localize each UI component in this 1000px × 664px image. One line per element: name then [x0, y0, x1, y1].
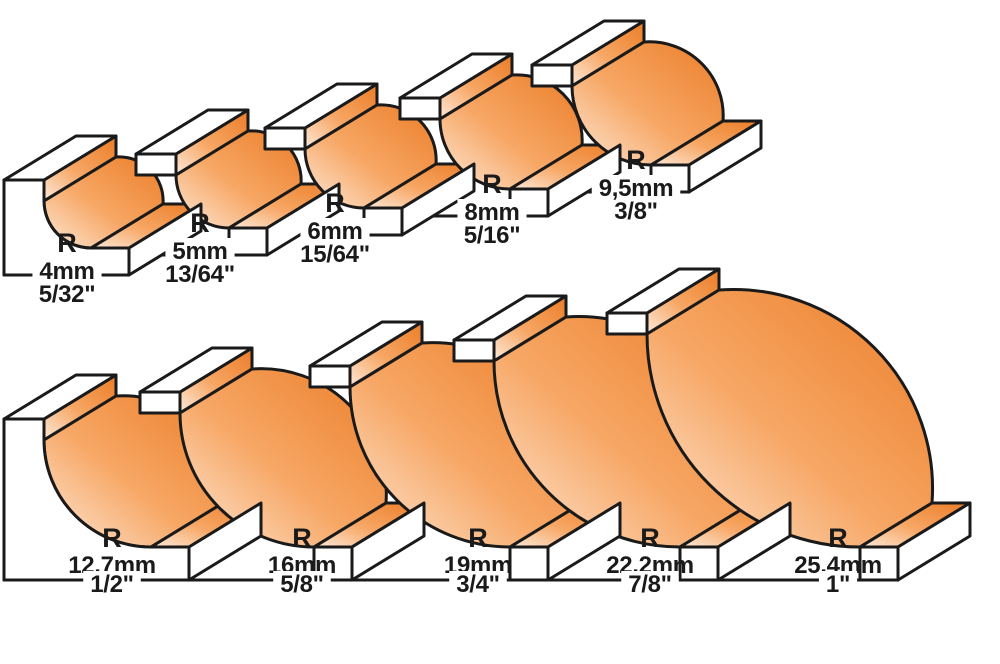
step-side-face — [187, 501, 263, 582]
block-faces-4mm — [2, 134, 203, 277]
cross-section-face — [2, 417, 191, 582]
label-gap-mask — [449, 571, 507, 598]
top-box-front-face — [452, 338, 496, 363]
radius-symbol: R — [828, 523, 848, 553]
top-box-front-face — [138, 390, 182, 415]
label-gap-mask — [273, 571, 331, 598]
label-gap-mask — [165, 238, 235, 265]
top-box-front-face — [530, 63, 574, 88]
block-top-face — [134, 108, 250, 156]
block-top-face — [2, 134, 118, 182]
top-box-front-face — [263, 126, 307, 151]
block-faces-12,7mm — [2, 373, 263, 582]
step-side-face — [546, 143, 622, 218]
radius-inch-label: 13/64" — [165, 261, 235, 288]
label-gap-mask — [818, 571, 858, 598]
label-gap-mask — [621, 571, 679, 598]
radius-symbol: R — [292, 523, 312, 553]
step-side-face — [350, 501, 426, 582]
block-top-face — [2, 373, 118, 421]
label-gap-mask — [32, 258, 102, 285]
step-side-face — [546, 501, 622, 582]
step-side-face — [127, 202, 203, 277]
top-box-front-face — [134, 152, 178, 177]
radius-mm-label: 4mm — [39, 258, 94, 285]
top-box-front-face — [308, 364, 352, 389]
radius-inch-label: 5/16" — [464, 222, 521, 249]
radius-symbol: R — [640, 523, 660, 553]
block-top-face — [605, 267, 721, 315]
label-gap-mask — [591, 175, 681, 202]
label-gap-mask — [83, 571, 141, 598]
radius-inch-label: 7/8" — [628, 571, 672, 598]
block-faces-6mm — [263, 82, 476, 237]
radius-inch-label: 5/8" — [280, 571, 324, 598]
block-faces-16mm — [138, 346, 426, 582]
radius-inch-label: 5/32" — [39, 281, 96, 308]
radius-inch-label: 3/8" — [614, 198, 658, 225]
block-faces-9,5mm — [530, 19, 763, 194]
radius-mm-label: 9,5mm — [599, 175, 674, 202]
radius-symbol: R — [190, 208, 210, 238]
radius-symbol: R — [102, 523, 122, 553]
top-box-front-face — [398, 96, 442, 121]
radius-inch-label: 15/64" — [300, 241, 370, 268]
radius-symbol: R — [325, 188, 345, 218]
label-gap-mask — [457, 199, 527, 226]
step-front-face — [508, 545, 550, 582]
block-top-face — [138, 346, 254, 394]
label-gap-mask — [300, 218, 370, 245]
radius-inch-label: 1/2" — [90, 571, 134, 598]
radius-mm-label: 8mm — [464, 199, 519, 226]
cut-surfaces-8mm — [438, 52, 622, 191]
step-side-face — [896, 501, 972, 582]
cut-surfaces-16mm — [178, 346, 426, 549]
block-top-face — [263, 82, 379, 130]
block-faces-19mm — [308, 320, 622, 582]
block-top-face — [452, 294, 568, 342]
step-side-face — [687, 119, 763, 194]
top-box-front-face — [605, 311, 649, 336]
cut-surfaces-9,5mm — [570, 19, 763, 167]
cross-section-face — [2, 178, 131, 277]
step-front-face — [362, 206, 404, 237]
step-side-face — [400, 162, 476, 237]
radius-symbol: R — [626, 145, 646, 175]
small-radius-row: R4mm5/32"R5mm13/64"R6mm15/64"R8mm5/16"R9… — [2, 19, 763, 308]
block-faces-22,2mm — [452, 294, 792, 582]
block-top-face — [308, 320, 424, 368]
radius-inch-label: 3/4" — [456, 571, 500, 598]
block-top-face — [530, 19, 646, 67]
step-side-face — [716, 501, 792, 582]
radius-inch-label: 1" — [826, 571, 850, 598]
radius-symbol: R — [468, 523, 488, 553]
radius-mm-label: 5mm — [172, 238, 227, 265]
block-faces-25,4mm — [605, 267, 972, 582]
radius-symbol: R — [57, 228, 77, 258]
radius-symbol: R — [482, 169, 502, 199]
step-front-face — [227, 226, 269, 257]
block-top-face — [398, 52, 514, 100]
radius-mm-label: 6mm — [307, 218, 362, 245]
block-faces-8mm — [398, 52, 622, 218]
